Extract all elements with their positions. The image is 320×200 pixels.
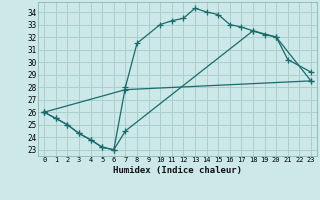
X-axis label: Humidex (Indice chaleur): Humidex (Indice chaleur) bbox=[113, 166, 242, 175]
